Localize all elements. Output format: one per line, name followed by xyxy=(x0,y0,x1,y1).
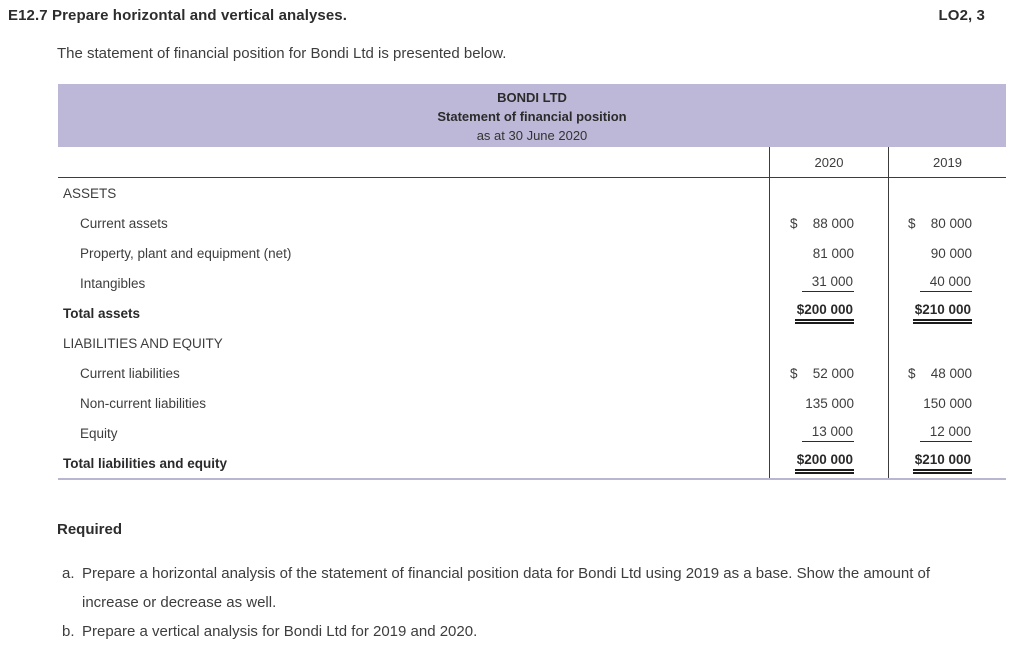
learning-objective-badge: LO2, 3 xyxy=(938,7,985,24)
amount-2020: 81 000 xyxy=(769,238,888,268)
amount-2020 xyxy=(769,328,888,358)
amount-2019: $80 000 xyxy=(888,208,1006,238)
financial-statement-table: BONDI LTD Statement of financial positio… xyxy=(58,84,1006,480)
required-section: Required a. Prepare a horizontal analysi… xyxy=(57,520,1024,646)
table-row: ASSETS xyxy=(58,178,1006,208)
table-row: Current assets $88 000 $80 000 xyxy=(58,208,1006,238)
currency-symbol: $ xyxy=(790,365,798,381)
item-marker: b. xyxy=(62,623,75,640)
table-row: Intangibles 31 000 40 000 xyxy=(58,268,1006,298)
exercise-title: E12.7 Prepare horizontal and vertical an… xyxy=(8,7,348,24)
amount-2020: $88 000 xyxy=(769,208,888,238)
row-label: ASSETS xyxy=(63,185,117,201)
row-label: Current liabilities xyxy=(80,365,180,381)
amount-2019: $210 000 xyxy=(888,448,1006,478)
currency-symbol: $ xyxy=(908,215,916,231)
amount-2019 xyxy=(888,178,1006,208)
amount-2019 xyxy=(888,328,1006,358)
table-row: Property, plant and equipment (net) 81 0… xyxy=(58,238,1006,268)
amount-2020: $52 000 xyxy=(769,358,888,388)
required-item-b: b. Prepare a vertical analysis for Bondi… xyxy=(62,617,954,646)
required-items: a. Prepare a horizontal analysis of the … xyxy=(62,559,954,646)
amount-2020 xyxy=(769,178,888,208)
amount-2020: 135 000 xyxy=(769,388,888,418)
row-label: Total liabilities and equity xyxy=(63,455,228,471)
year-column-2020: 2020 xyxy=(769,147,888,177)
year-header-row: 2020 2019 xyxy=(58,147,1006,178)
statement-body: 2020 2019 ASSETS Current assets $88 000 … xyxy=(58,147,1006,480)
amount-2019: 40 000 xyxy=(888,268,1006,298)
required-item-a: a. Prepare a horizontal analysis of the … xyxy=(62,559,954,617)
statement-header: BONDI LTD Statement of financial positio… xyxy=(58,84,1006,147)
table-row: LIABILITIES AND EQUITY xyxy=(58,328,1006,358)
table-row: Total liabilities and equity $200 000 $2… xyxy=(58,448,1006,478)
required-heading: Required xyxy=(57,521,123,538)
amount-2019: $48 000 xyxy=(888,358,1006,388)
year-column-2019: 2019 xyxy=(888,147,1006,177)
amount-2019: 12 000 xyxy=(888,418,1006,448)
company-name: BONDI LTD xyxy=(497,90,567,105)
amount-2020: 13 000 xyxy=(769,418,888,448)
page-header: E12.7 Prepare horizontal and vertical an… xyxy=(0,0,1024,24)
amount-2020: 31 000 xyxy=(769,268,888,298)
item-marker: a. xyxy=(62,565,75,582)
row-label: Property, plant and equipment (net) xyxy=(80,245,292,261)
statement-date: as at 30 June 2020 xyxy=(476,128,588,143)
row-label: Equity xyxy=(80,425,118,441)
amount-2019: 90 000 xyxy=(888,238,1006,268)
amount-2020: $200 000 xyxy=(769,298,888,328)
row-label: Current assets xyxy=(80,215,168,231)
table-row: Equity 13 000 12 000 xyxy=(58,418,1006,448)
amount-2020: $200 000 xyxy=(769,448,888,478)
table-row: Non-current liabilities 135 000 150 000 xyxy=(58,388,1006,418)
amount-2019: 150 000 xyxy=(888,388,1006,418)
statement-title: Statement of financial position xyxy=(437,109,627,124)
currency-symbol: $ xyxy=(790,215,798,231)
row-label: Intangibles xyxy=(80,275,146,291)
currency-symbol: $ xyxy=(908,365,916,381)
row-label: Non-current liabilities xyxy=(80,395,207,411)
table-row: Current liabilities $52 000 $48 000 xyxy=(58,358,1006,388)
intro-text: The statement of financial position for … xyxy=(57,45,507,62)
row-label: Total assets xyxy=(63,305,141,321)
table-row: Total assets $200 000 $210 000 xyxy=(58,298,1006,328)
row-label: LIABILITIES AND EQUITY xyxy=(63,335,223,351)
amount-2019: $210 000 xyxy=(888,298,1006,328)
